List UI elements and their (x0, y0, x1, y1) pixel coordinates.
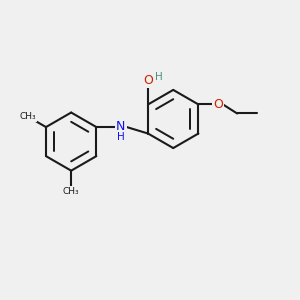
Text: O: O (213, 98, 223, 111)
Text: H: H (117, 132, 125, 142)
Text: H: H (154, 72, 162, 82)
Text: O: O (143, 74, 153, 87)
Text: CH₃: CH₃ (20, 112, 36, 121)
Text: CH₃: CH₃ (63, 187, 80, 196)
Text: N: N (116, 120, 126, 133)
